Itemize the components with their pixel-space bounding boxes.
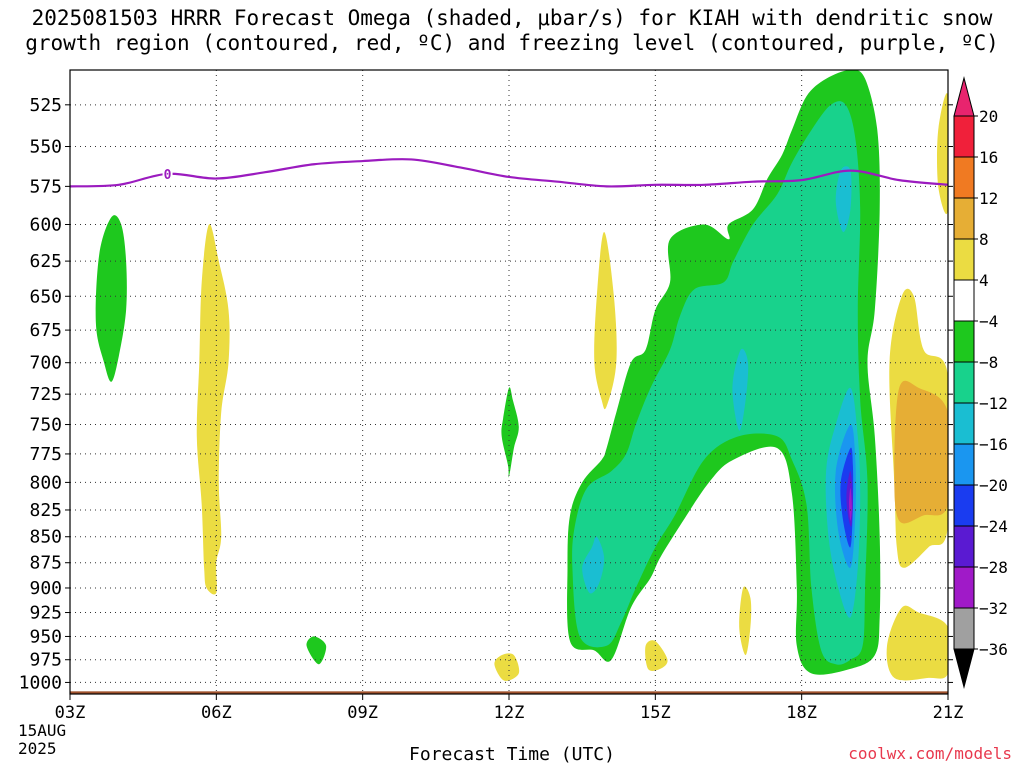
x-axis-label: Forecast Time (UTC) — [409, 744, 615, 765]
y-tick-label-675: 675 — [29, 320, 62, 341]
omega-region-0 — [95, 215, 127, 382]
omega-region-14 — [594, 232, 617, 410]
terrain-strip — [70, 691, 948, 694]
omega-region-2 — [306, 636, 327, 665]
y-tick-label-625: 625 — [29, 251, 62, 272]
colorbar-swatch-2 — [953, 156, 975, 199]
x-tick-label-15Z: 15Z — [640, 703, 671, 723]
x-tick-label-06Z: 06Z — [201, 703, 232, 723]
omega-region-16 — [645, 640, 668, 671]
x-date-label: 15AUG — [18, 721, 66, 740]
y-tick-label-875: 875 — [29, 553, 62, 574]
colorbar-label-3: 8 — [979, 230, 989, 249]
omega-shading — [95, 70, 948, 681]
colorbar-top-triangle — [953, 76, 975, 117]
y-tick-label-975: 975 — [29, 650, 62, 671]
colorbar-label-8: −16 — [979, 435, 1008, 454]
omega-region-12 — [849, 487, 852, 521]
y-tick-label-900: 900 — [29, 578, 62, 599]
omega-region-1 — [501, 387, 519, 478]
colorbar-label-0: 20 — [979, 107, 998, 126]
y-tick-label-925: 925 — [29, 603, 62, 624]
y-tick-label-1000: 1000 — [19, 672, 62, 693]
colorbar-label-13: −36 — [979, 640, 1008, 659]
colorbar-label-6: −8 — [979, 353, 998, 372]
colorbar-swatch-13 — [953, 607, 975, 650]
colorbar-label-10: −24 — [979, 517, 1008, 536]
colorbar-swatch-12 — [953, 566, 975, 609]
colorbar-label-12: −32 — [979, 599, 1008, 618]
colorbar-swatch-3 — [953, 197, 975, 240]
x-year-label: 2025 — [18, 739, 57, 758]
colorbar-swatch-9 — [953, 443, 975, 486]
colorbar-swatch-11 — [953, 525, 975, 568]
y-tick-label-700: 700 — [29, 353, 62, 374]
y-tick-label-550: 550 — [29, 137, 62, 158]
y-tick-label-750: 750 — [29, 415, 62, 436]
colorbar-swatch-4 — [953, 238, 975, 281]
colorbar-label-4: 4 — [979, 271, 989, 290]
omega-region-21 — [894, 380, 948, 524]
y-tick-label-775: 775 — [29, 444, 62, 465]
colorbar-label-7: −12 — [979, 394, 1008, 413]
y-tick-label-800: 800 — [29, 472, 62, 493]
omega-region-20 — [886, 605, 948, 681]
title-line-2: growth region (contoured, red, ºC) and f… — [25, 31, 999, 55]
omega-region-18 — [937, 93, 948, 215]
colorbar-label-5: −4 — [979, 312, 998, 331]
omega-region-15 — [494, 653, 520, 681]
omega-region-7 — [835, 166, 852, 233]
colorbar-swatch-6 — [953, 320, 975, 363]
colorbar-label-1: 16 — [979, 148, 998, 167]
x-tick-label-18Z: 18Z — [786, 703, 817, 723]
chart-title: 2025081503 HRRR Forecast Omega (shaded, … — [0, 6, 1024, 56]
freezing-level-line — [70, 158, 948, 188]
omega-region-13 — [196, 224, 230, 595]
y-tick-label-575: 575 — [29, 176, 62, 197]
y-tick-label-525: 525 — [29, 95, 62, 116]
freezing-level-label-bg — [162, 166, 173, 180]
y-tick-label-650: 650 — [29, 286, 62, 307]
x-tick-label-21Z: 21Z — [933, 703, 964, 723]
colorbar-bottom-triangle — [953, 648, 975, 689]
colorbar-swatch-7 — [953, 361, 975, 404]
colorbar-label-2: 12 — [979, 189, 998, 208]
colorbar-swatch-5 — [953, 279, 975, 322]
y-tick-label-950: 950 — [29, 626, 62, 647]
omega-region-6 — [732, 348, 749, 431]
colorbar-label-9: −20 — [979, 476, 1008, 495]
colorbar-label-11: −28 — [979, 558, 1008, 577]
y-tick-label-825: 825 — [29, 500, 62, 521]
omega-region-17 — [739, 586, 752, 656]
y-tick-label-600: 600 — [29, 215, 62, 236]
credit-text: coolwx.com/models — [848, 744, 1012, 763]
y-tick-label-850: 850 — [29, 527, 62, 548]
colorbar-swatch-10 — [953, 484, 975, 527]
x-tick-label-03Z: 03Z — [55, 703, 86, 723]
title-line-1: 2025081503 HRRR Forecast Omega (shaded, … — [31, 6, 993, 30]
freezing-level-label: 0 — [164, 168, 172, 183]
x-tick-label-09Z: 09Z — [347, 703, 378, 723]
x-tick-label-12Z: 12Z — [494, 703, 525, 723]
omega-region-4 — [572, 101, 868, 665]
y-tick-label-725: 725 — [29, 384, 62, 405]
colorbar-swatch-1 — [953, 115, 975, 158]
colorbar-swatch-8 — [953, 402, 975, 445]
omega-region-5 — [582, 536, 605, 594]
